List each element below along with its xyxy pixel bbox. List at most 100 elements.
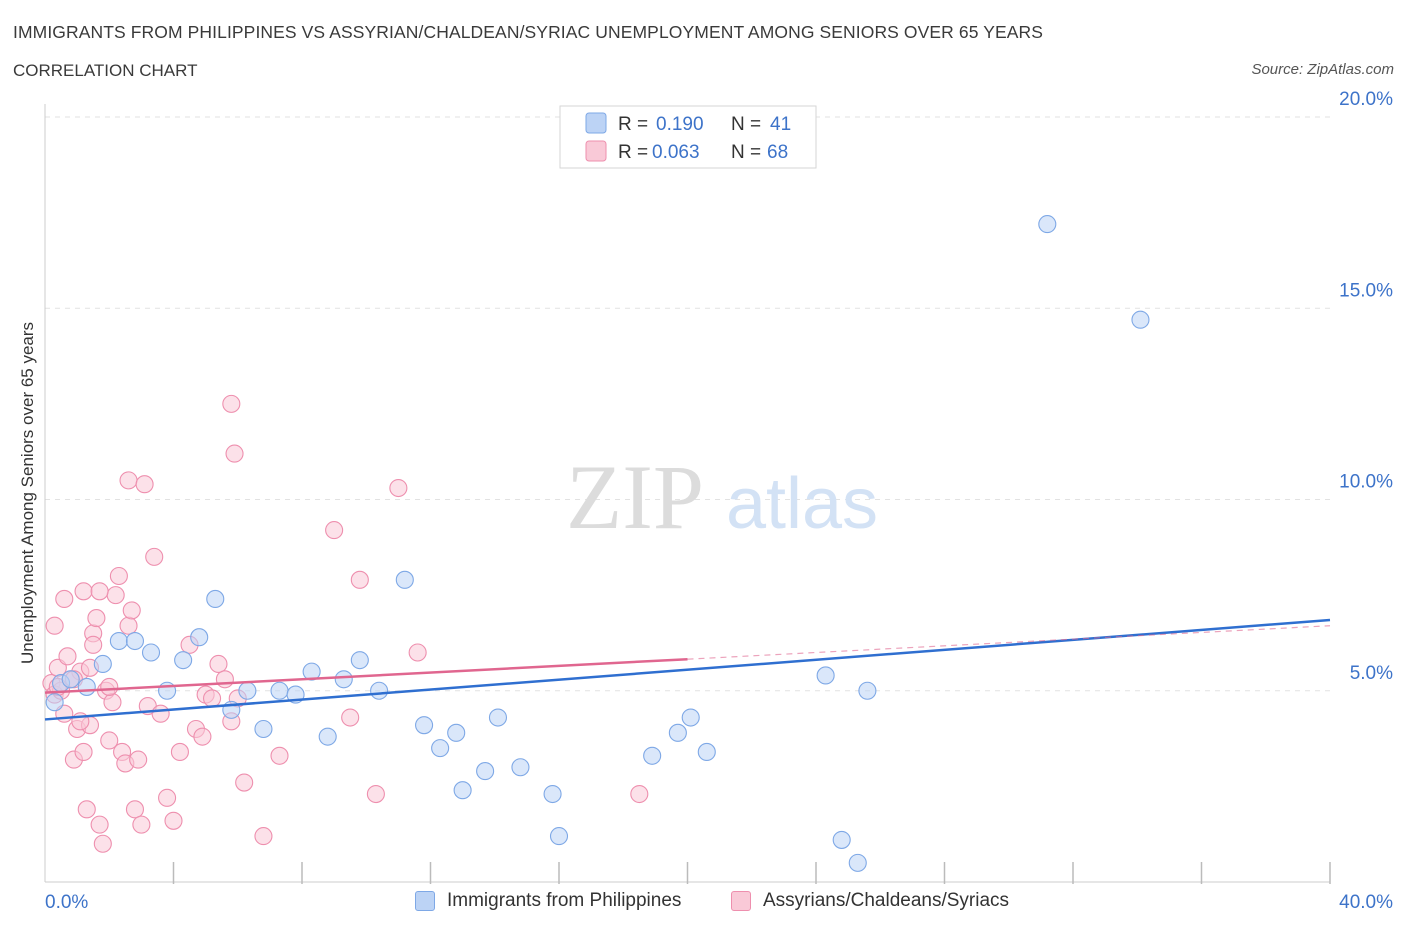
point-assyrians xyxy=(119,471,138,490)
point-philippines xyxy=(174,651,193,670)
legend-n-value-2: 68 xyxy=(767,142,788,163)
point-assyrians xyxy=(122,601,141,620)
x-tick-label: 0.0% xyxy=(45,892,88,913)
series-assyrians-points xyxy=(42,394,649,853)
legend-swatch-philippines xyxy=(415,891,435,911)
tick-labels: 5.0% 10.0% 15.0% 20.0% 0.0% 40.0% xyxy=(45,89,1393,913)
point-assyrians xyxy=(151,704,170,723)
legend-r-value-1: 0.190 xyxy=(656,114,704,135)
point-philippines xyxy=(254,719,273,739)
legend-box: R = 0.190 N = 41 R = 0.063 N = 68 xyxy=(559,105,817,169)
point-assyrians xyxy=(203,689,222,708)
point-assyrians xyxy=(74,582,93,601)
watermark-atlas: atlas xyxy=(726,464,878,544)
point-philippines xyxy=(858,681,877,700)
point-philippines xyxy=(141,643,161,662)
point-philippines xyxy=(681,708,700,727)
point-assyrians xyxy=(135,475,154,494)
point-assyrians xyxy=(235,773,254,792)
bottom-legend: Immigrants from Philippines Assyrians/Ch… xyxy=(0,890,1406,914)
point-assyrians xyxy=(408,643,427,662)
point-assyrians xyxy=(215,670,234,689)
point-assyrians xyxy=(45,616,64,635)
point-philippines xyxy=(832,830,851,849)
point-assyrians xyxy=(164,811,183,830)
y-axis-label: Unemployment Among Seniors over 65 years xyxy=(18,321,37,665)
chart-subtitle: CORRELATION CHART xyxy=(13,61,198,80)
point-philippines xyxy=(447,723,466,742)
point-philippines xyxy=(45,693,64,712)
point-philippines xyxy=(318,727,337,746)
point-philippines xyxy=(1038,215,1057,234)
watermark-zip: ZIP xyxy=(566,446,704,548)
point-assyrians xyxy=(77,800,96,819)
trend-line-assyrians-extension xyxy=(687,625,1331,660)
legend-r-value-2: 0.063 xyxy=(652,142,700,163)
point-philippines xyxy=(109,631,128,651)
series-philippines-points xyxy=(45,215,1150,872)
point-assyrians xyxy=(87,609,106,628)
legend-item-philippines: Immigrants from Philippines xyxy=(415,890,681,912)
point-assyrians xyxy=(209,654,228,674)
point-philippines xyxy=(668,723,687,742)
point-philippines xyxy=(270,681,289,700)
point-assyrians xyxy=(58,647,77,666)
y-tick-label: 15.0% xyxy=(1339,280,1393,301)
point-philippines xyxy=(190,628,209,647)
watermark: ZIP atlas xyxy=(566,446,878,548)
legend-item-assyrians: Assyrians/Chaldeans/Syriacs xyxy=(731,890,1009,912)
point-assyrians xyxy=(55,589,74,609)
point-assyrians xyxy=(129,750,148,769)
legend-swatch-assyrians xyxy=(731,891,751,911)
y-tick-label: 20.0% xyxy=(1339,89,1393,110)
point-assyrians xyxy=(366,784,385,804)
point-philippines xyxy=(415,716,434,735)
legend-swatch-blue xyxy=(585,112,607,134)
point-philippines xyxy=(370,681,389,700)
point-assyrians xyxy=(254,827,273,846)
point-philippines xyxy=(488,708,508,727)
point-assyrians xyxy=(158,788,177,807)
legend-n-label-1: N = xyxy=(731,114,761,135)
point-philippines xyxy=(125,631,144,651)
point-assyrians xyxy=(103,693,122,712)
point-assyrians xyxy=(119,616,138,635)
y-tick-label: 10.0% xyxy=(1339,472,1393,493)
legend-n-label-2: N = xyxy=(731,142,761,163)
point-assyrians xyxy=(84,635,103,654)
point-philippines xyxy=(643,746,662,765)
y-tick-label: 5.0% xyxy=(1350,663,1393,684)
point-assyrians xyxy=(90,815,109,834)
point-assyrians xyxy=(270,746,289,765)
axes xyxy=(44,104,1331,884)
trend-line-assyrians xyxy=(44,657,688,694)
legend-n-value-1: 41 xyxy=(770,114,791,135)
x-tick-label: 40.0% xyxy=(1339,892,1393,913)
point-philippines xyxy=(511,758,530,777)
point-assyrians xyxy=(100,731,119,750)
point-assyrians xyxy=(93,834,112,853)
trend-line-philippines xyxy=(44,618,1331,721)
point-assyrians xyxy=(630,784,649,804)
point-assyrians xyxy=(325,521,344,540)
point-philippines xyxy=(395,570,414,589)
point-philippines xyxy=(431,739,450,758)
point-philippines xyxy=(93,654,112,674)
point-philippines xyxy=(350,651,369,670)
point-philippines xyxy=(549,827,569,846)
point-assyrians xyxy=(350,570,369,589)
source-label: Source: ZipAtlas.com xyxy=(1251,61,1394,78)
point-philippines xyxy=(302,662,321,681)
point-assyrians xyxy=(225,444,244,463)
legend-label-philippines: Immigrants from Philippines xyxy=(447,890,682,911)
point-assyrians xyxy=(90,582,109,601)
point-assyrians xyxy=(132,815,151,834)
point-philippines xyxy=(476,762,495,781)
point-assyrians xyxy=(193,727,212,746)
point-philippines xyxy=(816,666,835,685)
point-assyrians xyxy=(106,586,125,605)
legend-label-assyrians: Assyrians/Chaldeans/Syriacs xyxy=(763,890,1010,911)
point-philippines xyxy=(61,670,80,689)
point-assyrians xyxy=(170,742,189,762)
